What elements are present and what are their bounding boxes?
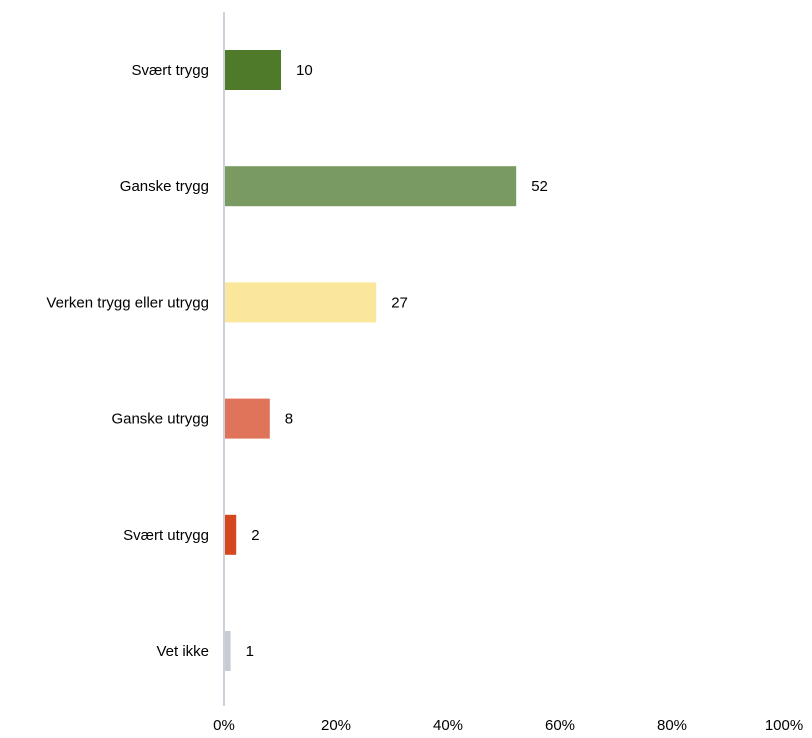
category-label-ganske-utrygg: Ganske utrygg xyxy=(111,411,209,428)
x-tick-label: 100% xyxy=(765,717,803,734)
bar-svaert-utrygg xyxy=(225,514,237,555)
category-label-svaert-utrygg: Svært utrygg xyxy=(123,527,209,544)
data-label-svaert-utrygg: 2 xyxy=(251,527,259,544)
category-label-svaert-trygg: Svært trygg xyxy=(131,62,209,79)
x-tick-labels-group: 0% 20% 40% 60% 80% 100% xyxy=(213,717,803,734)
bar-ganske-trygg xyxy=(225,166,517,207)
data-label-ganske-utrygg: 8 xyxy=(285,411,293,428)
bar-verken-trygg-eller-utrygg xyxy=(225,282,377,323)
data-labels-group: 10 52 27 8 2 1 xyxy=(246,62,548,660)
data-label-verken-trygg-eller-utrygg: 27 xyxy=(391,294,408,311)
bar-ganske-utrygg xyxy=(225,398,270,439)
bar-vet-ikke xyxy=(225,631,231,671)
category-label-verken-trygg-eller-utrygg: Verken trygg eller utrygg xyxy=(46,294,209,311)
x-tick-label: 80% xyxy=(657,717,687,734)
data-label-ganske-trygg: 52 xyxy=(531,178,548,195)
category-label-vet-ikke: Vet ikke xyxy=(156,643,209,660)
data-label-svaert-trygg: 10 xyxy=(296,62,313,79)
category-labels-group: Svært trygg Ganske trygg Verken trygg elle… xyxy=(46,62,209,660)
x-tick-label: 0% xyxy=(213,717,235,734)
data-label-vet-ikke: 1 xyxy=(246,643,254,660)
x-tick-label: 40% xyxy=(433,717,463,734)
bars-group xyxy=(225,50,517,671)
x-tick-label: 20% xyxy=(321,717,351,734)
category-label-ganske-trygg: Ganske trygg xyxy=(120,178,209,195)
x-tick-label: 60% xyxy=(545,717,575,734)
bar-svaert-trygg xyxy=(225,50,281,90)
